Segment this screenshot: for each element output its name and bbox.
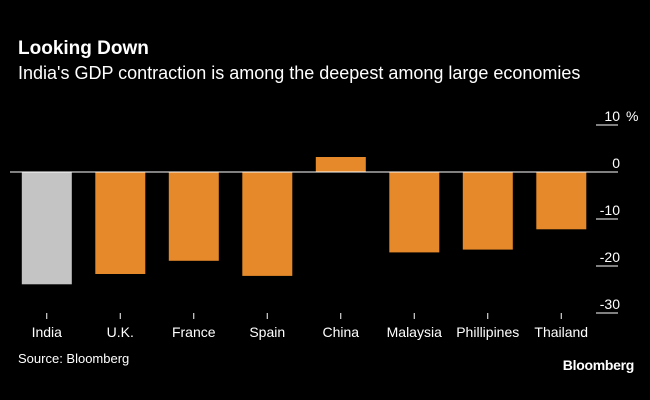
x-tick-label: Thailand xyxy=(534,324,588,340)
bar-spain xyxy=(242,172,293,276)
x-tick-label: France xyxy=(172,324,216,340)
x-tick-label: China xyxy=(322,324,359,340)
bar-u-k- xyxy=(95,172,146,274)
x-tick-label: U.K. xyxy=(107,324,134,340)
y-tick-label: -20 xyxy=(600,249,620,265)
bar-china xyxy=(315,157,366,172)
bar-thailand xyxy=(536,172,587,230)
y-unit-label: % xyxy=(626,108,638,124)
bar-india xyxy=(21,172,72,285)
x-tick-label: Malaysia xyxy=(387,324,442,340)
source-note: Source: Bloomberg xyxy=(18,351,130,366)
y-tick-label: -30 xyxy=(600,296,620,312)
y-tick-label: 10 xyxy=(604,108,620,124)
bar-phillipines xyxy=(462,172,513,250)
x-tick-label: Spain xyxy=(249,324,285,340)
x-tick-label: Phillipines xyxy=(456,324,519,340)
x-tick-label: India xyxy=(32,324,63,340)
chart-subtitle: India's GDP contraction is among the dee… xyxy=(18,63,581,83)
bloomberg-logo: Bloomberg xyxy=(562,357,635,373)
y-tick-label: -10 xyxy=(600,202,620,218)
bar-france xyxy=(168,172,219,261)
bar-malaysia xyxy=(389,172,440,253)
y-tick-label: 0 xyxy=(612,155,620,171)
chart-title: Looking Down xyxy=(18,38,149,59)
